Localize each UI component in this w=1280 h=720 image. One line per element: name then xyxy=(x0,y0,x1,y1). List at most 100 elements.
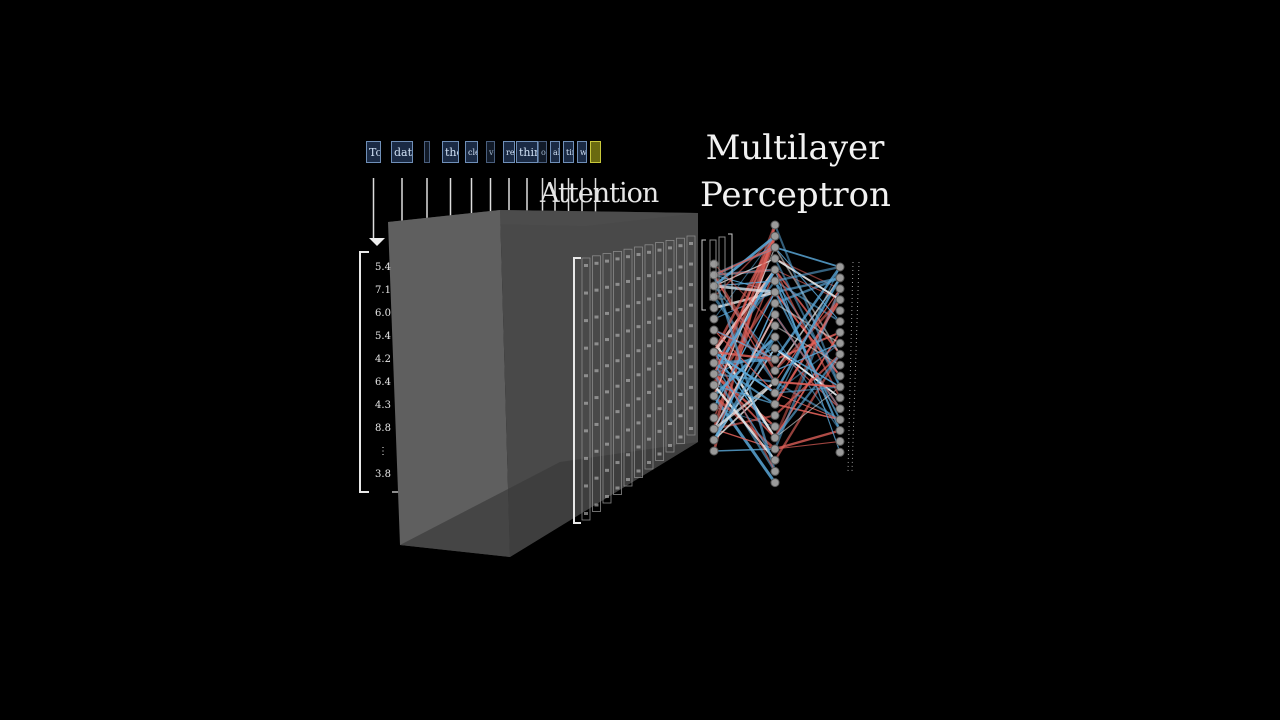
mlp-edge xyxy=(774,386,841,439)
mlp-neuron xyxy=(835,426,845,435)
output-vector-cell xyxy=(615,308,620,312)
output-vector-cell xyxy=(584,319,588,323)
output-vector-cell xyxy=(657,316,662,320)
mlp-neuron xyxy=(835,447,845,457)
output-vector-cell xyxy=(647,367,651,371)
output-vector-cell xyxy=(689,385,693,389)
mlp-edge xyxy=(774,440,841,450)
token-box: ve xyxy=(486,141,495,163)
output-vector-cell xyxy=(626,403,630,407)
output-vector-cell xyxy=(615,435,620,439)
output-vector-cell xyxy=(584,401,588,405)
vector-value: 4.3 xyxy=(375,400,391,411)
output-vector-cell xyxy=(584,346,588,350)
output-vector-cell xyxy=(594,449,599,453)
mlp-edges xyxy=(712,224,842,484)
mlp-output-column xyxy=(847,261,860,473)
output-vector-cell xyxy=(584,291,588,295)
mlp-edge xyxy=(774,246,841,268)
output-vector-cell xyxy=(657,384,662,388)
mlp-neuron xyxy=(835,327,845,337)
mlp-neuron xyxy=(709,413,719,423)
mlp-edge xyxy=(774,381,841,388)
output-vector-cell xyxy=(636,421,641,425)
mlp-neuron xyxy=(835,382,845,392)
output-vector-column xyxy=(581,257,591,521)
mlp-edge xyxy=(773,299,842,405)
output-vector-cell xyxy=(678,414,683,418)
token-box: To xyxy=(366,141,381,163)
output-vector-cell xyxy=(584,429,588,433)
output-vector-cell xyxy=(668,422,672,426)
output-vector-cell xyxy=(657,248,662,252)
mlp-neuron xyxy=(709,358,719,368)
output-vector-cell xyxy=(689,242,693,245)
output-vector-cell xyxy=(615,282,620,286)
mlp-neuron xyxy=(770,265,780,275)
output-vector-column xyxy=(613,250,622,495)
token-box: thinker xyxy=(516,141,538,163)
output-vector-cell xyxy=(636,301,641,305)
output-vector-cell xyxy=(657,429,662,433)
attention-output-vectors xyxy=(573,235,696,524)
output-vector-cell xyxy=(678,265,683,269)
output-vector-cell xyxy=(636,373,641,377)
mlp-neuron xyxy=(770,366,780,376)
mlp-edge xyxy=(713,380,776,431)
mlp-neuron xyxy=(709,391,719,401)
output-vector-cell xyxy=(678,350,683,354)
mlp-neuron xyxy=(770,354,780,364)
mlp-neuron xyxy=(835,317,845,326)
vector-value: 7.1 xyxy=(375,285,391,296)
output-vector-cell xyxy=(668,400,672,404)
vector-value: 3.8 xyxy=(375,469,391,480)
token-box: cle xyxy=(465,141,478,163)
output-vector-cell xyxy=(636,325,641,329)
output-vector-cell xyxy=(647,437,651,441)
output-vector-cell xyxy=(594,396,599,400)
mlp-edge xyxy=(774,392,841,421)
output-vector-cell xyxy=(678,435,683,439)
output-vector-cell xyxy=(626,304,630,308)
mlp-neuron xyxy=(770,343,780,353)
mlp-neuron xyxy=(770,455,780,465)
mlp-edge xyxy=(713,428,776,450)
mlp-neuron xyxy=(835,371,845,381)
mlp-neuron xyxy=(709,446,719,456)
output-vector-cell xyxy=(636,469,641,473)
output-vector-cell xyxy=(689,283,693,287)
output-vector-cell xyxy=(626,428,630,432)
mlp-title-line1: Multilayer xyxy=(705,128,885,168)
output-vector-cell xyxy=(594,369,599,373)
output-vector-cell xyxy=(605,338,609,342)
mlp-neuron xyxy=(770,399,780,409)
output-vector-cell xyxy=(636,277,641,281)
output-vector-column xyxy=(676,237,685,444)
output-vector-cell xyxy=(615,333,620,337)
output-vector-cell xyxy=(668,378,672,382)
output-vector-cell xyxy=(689,406,693,410)
output-vector-cell xyxy=(647,250,651,254)
mlp-edge xyxy=(774,265,841,283)
output-vector-cell xyxy=(678,392,683,396)
mlp-edge xyxy=(774,325,841,366)
output-vector-cell xyxy=(605,390,609,394)
mlp-edge xyxy=(713,351,776,472)
attention-label: Attention xyxy=(540,178,659,209)
output-vector-cell xyxy=(594,342,599,346)
mlp-neuron xyxy=(835,338,845,348)
vector-value: 6.4 xyxy=(375,377,391,388)
mlp-neuron xyxy=(709,336,719,346)
output-vector-cell xyxy=(657,339,662,343)
output-vector-cell xyxy=(605,495,609,498)
output-vector-cell xyxy=(636,397,641,401)
mlp-edge xyxy=(713,284,776,294)
output-vector-cell xyxy=(668,246,672,250)
output-vector-cell xyxy=(678,329,683,333)
output-vector-cell xyxy=(626,255,630,259)
mlp-edge xyxy=(713,384,776,405)
output-vector-cell xyxy=(678,286,683,290)
mlp-neuron xyxy=(835,273,845,283)
mlp-neuron xyxy=(709,314,719,324)
mlp-neuron xyxy=(709,380,719,390)
